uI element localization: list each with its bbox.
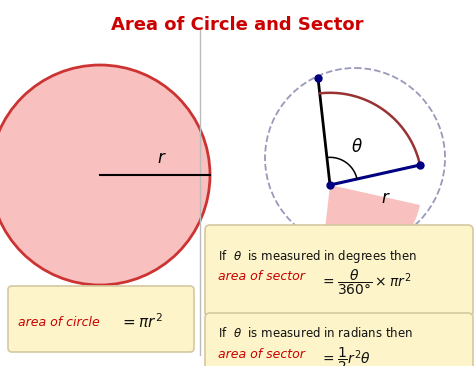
Text: If  $\theta$  is measured in radians then: If $\theta$ is measured in radians then [218, 326, 413, 340]
Wedge shape [320, 185, 420, 277]
Text: Area of Circle and Sector: Area of Circle and Sector [111, 16, 363, 34]
FancyBboxPatch shape [8, 286, 194, 352]
Text: $\theta$: $\theta$ [351, 138, 363, 156]
Text: area of sector: area of sector [218, 348, 305, 361]
Text: $= \pi r^2$: $= \pi r^2$ [120, 313, 163, 331]
Text: $=\dfrac{1}{2} r^2\theta$: $=\dfrac{1}{2} r^2\theta$ [320, 346, 371, 366]
FancyBboxPatch shape [205, 313, 473, 366]
Text: area of sector: area of sector [218, 270, 305, 283]
Text: $=\dfrac{\theta}{360°} \times \pi r^2$: $=\dfrac{\theta}{360°} \times \pi r^2$ [320, 268, 411, 297]
FancyBboxPatch shape [205, 225, 473, 317]
Text: r: r [157, 149, 164, 167]
Text: r: r [381, 189, 388, 207]
Text: If  $\theta$  is measured in degrees then: If $\theta$ is measured in degrees then [218, 248, 417, 265]
Circle shape [0, 65, 210, 285]
Text: area of circle: area of circle [18, 315, 100, 329]
